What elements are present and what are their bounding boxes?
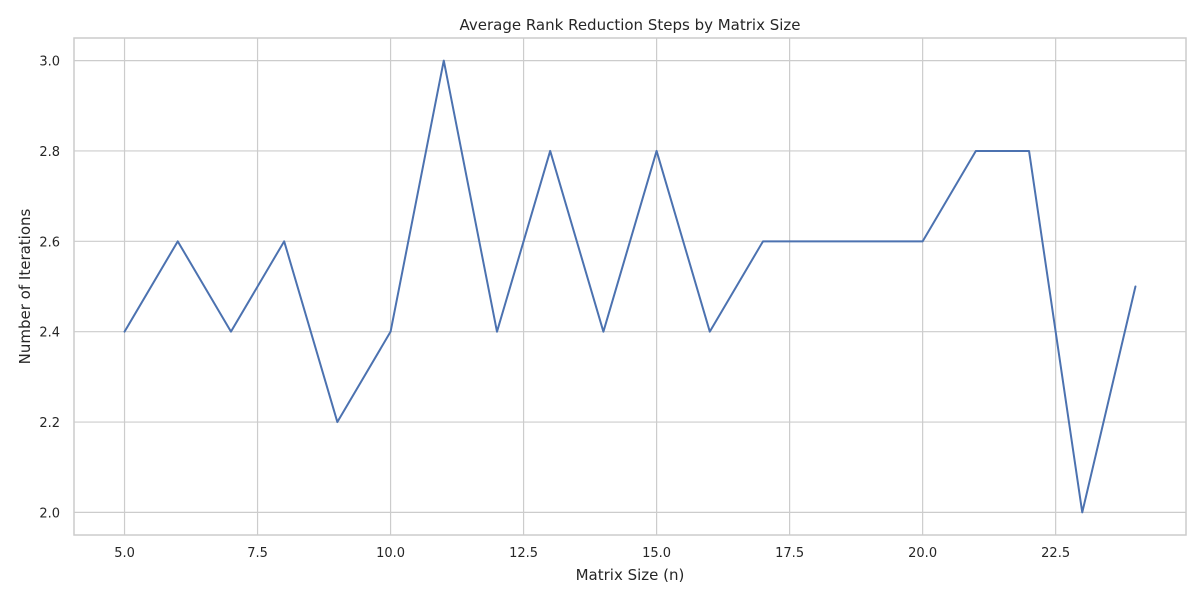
x-tick-label: 10.0 [376,546,405,561]
plot-frame [73,37,1187,536]
y-tick-label: 2.0 [39,506,60,521]
x-tick-label: 5.0 [114,546,135,561]
x-axis-label: Matrix Size (n) [576,566,685,584]
y-tick-label: 3.0 [39,55,60,70]
y-tick-label: 2.6 [39,235,60,250]
x-tick-label: 20.0 [908,546,937,561]
series-line [123,59,1137,514]
x-tick-label: 12.5 [509,546,538,561]
x-tick-label: 22.5 [1041,546,1070,561]
grid [74,38,1186,535]
x-tick-label: 17.5 [775,546,804,561]
x-tick-label: 15.0 [642,546,671,561]
x-tick-labels: 5.0 7.5 10.0 12.5 15.0 17.5 20.0 22.5 [114,546,1070,561]
x-tick-label: 7.5 [247,546,268,561]
chart-title: Average Rank Reduction Steps by Matrix S… [459,16,800,34]
y-tick-label: 2.4 [39,326,60,341]
y-tick-label: 2.8 [39,145,60,160]
series-layer [123,59,1137,514]
y-axis-label: Number of Iterations [16,208,34,364]
y-tick-label: 2.2 [39,416,60,431]
y-tick-labels: 2.0 2.2 2.4 2.6 2.8 3.0 [39,55,60,522]
